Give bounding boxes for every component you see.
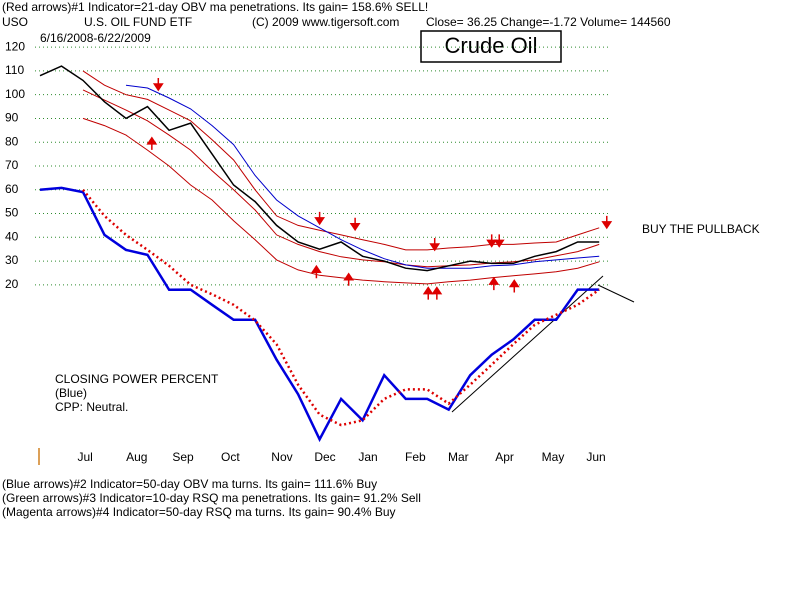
annotation: BUY THE PULLBACK (642, 222, 760, 236)
x-tick-label: Jan (358, 450, 377, 464)
x-tick-label: Aug (126, 450, 147, 464)
x-tick-label: Feb (405, 450, 426, 464)
sell-arrow (349, 217, 361, 232)
symbol: USO (2, 15, 28, 29)
x-tick-label: Apr (495, 450, 514, 464)
trend-line (451, 275, 604, 413)
y-tick-label: 90 (5, 111, 19, 125)
x-tick-label: Dec (314, 450, 335, 464)
cpp-label: CPP: Neutral. (55, 400, 128, 414)
x-tick-label: Sep (172, 450, 194, 464)
buy-arrow (146, 136, 158, 150)
footer-line: (Blue arrows)#2 Indicator=50-day OBV ma … (2, 477, 377, 491)
buy-arrow (343, 272, 355, 286)
x-tick-label: May (542, 450, 565, 464)
y-tick-label: 30 (5, 253, 19, 267)
x-tick-label: Oct (221, 450, 240, 464)
y-tick-label: 70 (5, 158, 19, 172)
sell-arrow (601, 215, 613, 230)
fund-name: U.S. OIL FUND ETF (84, 15, 192, 29)
y-tick-label: 20 (5, 277, 19, 291)
sell-arrow (486, 234, 498, 248)
header: (Red arrows)#1 Indicator=21-day OBV ma p… (2, 0, 428, 14)
series-line (82, 189, 600, 427)
sell-arrow (429, 237, 441, 252)
sell-arrow (314, 211, 326, 226)
y-tick-label: 40 (5, 229, 19, 243)
y-tick-label: 60 (5, 182, 19, 196)
buy-arrow (488, 276, 500, 291)
x-tick-label: Jul (77, 450, 92, 464)
series-line (82, 89, 600, 268)
quote: Close= 36.25 Change=-1.72 Volume= 144560 (426, 15, 671, 29)
x-tick-label: Jun (586, 450, 605, 464)
buy-arrow (310, 264, 322, 279)
series-line (39, 186, 600, 443)
cpp-label: CLOSING POWER PERCENT (55, 372, 219, 386)
x-tick-label: Nov (271, 450, 292, 464)
cpp-label: (Blue) (55, 386, 87, 400)
y-tick-label: 100 (5, 87, 25, 101)
footer-line: (Magenta arrows)#4 Indicator=50-day RSQ … (2, 505, 396, 519)
y-tick-label: 110 (5, 63, 24, 77)
x-tick-label: Mar (448, 450, 469, 464)
trend-line (597, 284, 635, 303)
plot: 20 30 40 50 60 70 80 90 100 110 120 Jul Aug Sep Oct Nov… (5, 39, 613, 464)
series-line (125, 84, 600, 269)
sell-arrow (493, 234, 505, 248)
buy-arrow (508, 279, 520, 293)
y-tick-label: 50 (5, 206, 19, 220)
chart-title: Crude Oil (445, 33, 538, 58)
series-line (82, 70, 600, 251)
series-line (39, 65, 600, 272)
buy-arrow (422, 286, 434, 300)
buy-arrow (431, 286, 443, 300)
series-line (82, 117, 600, 285)
y-tick-label: 120 (5, 39, 25, 53)
date-range: 6/16/2008-6/22/2009 (40, 31, 151, 45)
sell-arrow (152, 78, 164, 92)
y-tick-label: 80 (5, 134, 19, 148)
title-box (420, 30, 562, 63)
copyright: (C) 2009 www.tigersoft.com (252, 15, 399, 29)
footer-line: (Green arrows)#3 Indicator=10-day RSQ ma… (2, 491, 421, 505)
